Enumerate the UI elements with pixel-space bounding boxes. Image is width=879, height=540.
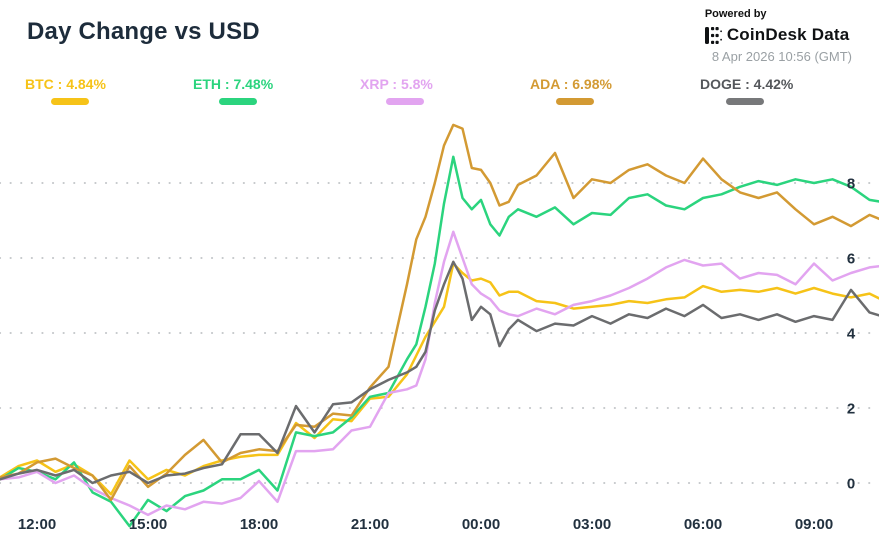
legend-item-btc[interactable]: BTC : 4.84% — [25, 76, 106, 105]
chart-legend: BTC : 4.84% ETH : 7.48% XRP : 5.8% ADA :… — [0, 76, 879, 108]
legend-swatch-doge — [726, 98, 764, 105]
y-tick-label: 6 — [847, 251, 855, 268]
page-title: Day Change vs USD — [27, 18, 260, 45]
brand-name: CoinDesk Data — [726, 25, 850, 44]
powered-by-block: Powered by CoinDesk Data 8 Apr 2026 10:5… — [704, 8, 852, 64]
legend-swatch-xrp — [386, 98, 424, 105]
legend-swatch-ada — [556, 98, 594, 105]
series-line-ada — [0, 123, 879, 502]
x-tick-label: 18:00 — [240, 516, 278, 533]
y-tick-label: 4 — [847, 326, 856, 343]
chart-timestamp: 8 Apr 2026 10:56 (GMT) — [711, 49, 852, 64]
x-tick-label: 12:00 — [18, 516, 56, 533]
coindesk-logo-icon — [704, 26, 722, 44]
series-line-doge — [0, 260, 879, 485]
legend-swatch-eth — [219, 98, 257, 105]
x-tick-label: 09:00 — [795, 516, 833, 533]
series-line-eth — [0, 155, 879, 528]
legend-label-btc: BTC : 4.84% — [25, 76, 106, 92]
x-tick-label: 15:00 — [129, 516, 167, 533]
y-tick-label: 8 — [847, 176, 855, 193]
y-tick-label: 2 — [847, 401, 855, 418]
x-tick-label: 06:00 — [684, 516, 722, 533]
legend-swatch-btc — [51, 98, 89, 105]
x-tick-label: 00:00 — [462, 516, 500, 533]
legend-item-xrp[interactable]: XRP : 5.8% — [360, 76, 433, 105]
legend-item-ada[interactable]: ADA : 6.98% — [530, 76, 612, 105]
series-line-xrp — [0, 230, 879, 517]
legend-label-ada: ADA : 6.98% — [530, 76, 612, 92]
legend-item-doge[interactable]: DOGE : 4.42% — [700, 76, 793, 105]
legend-label-eth: ETH : 7.48% — [193, 76, 274, 92]
y-tick-label: 0 — [847, 476, 855, 493]
x-tick-label: 03:00 — [573, 516, 611, 533]
brand-row: CoinDesk Data — [704, 25, 852, 45]
legend-item-eth[interactable]: ETH : 7.48% — [193, 76, 273, 105]
powered-by-label: Powered by — [704, 8, 767, 20]
legend-label-xrp: XRP : 5.8% — [360, 76, 433, 92]
legend-label-doge: DOGE : 4.42% — [700, 76, 794, 92]
x-tick-label: 21:00 — [351, 516, 389, 533]
